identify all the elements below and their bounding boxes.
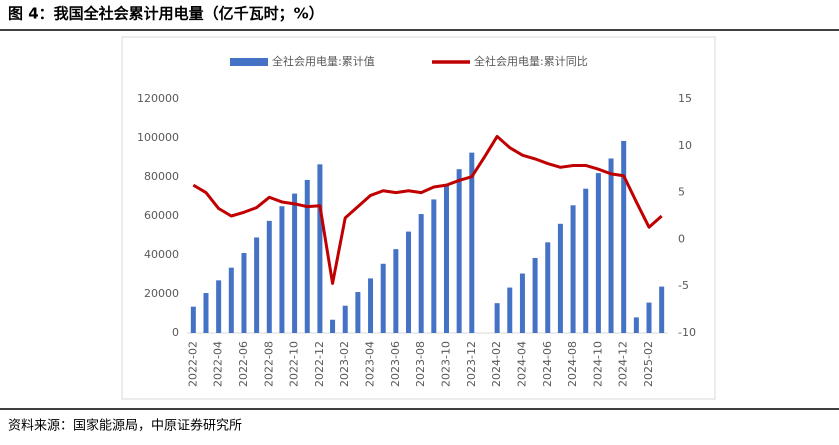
y2-tick-label: 10 bbox=[678, 139, 692, 152]
bar bbox=[330, 319, 336, 333]
bar bbox=[279, 206, 285, 333]
bar bbox=[443, 184, 449, 333]
x-tick-label: 2024-02 bbox=[490, 341, 503, 387]
y-tick-label: 40000 bbox=[144, 248, 179, 261]
bar bbox=[469, 152, 475, 333]
bar bbox=[494, 303, 500, 333]
bar bbox=[507, 287, 513, 333]
chart-title: 图 4：我国全社会累计用电量（亿千瓦时；%） bbox=[8, 5, 324, 23]
bar bbox=[406, 231, 412, 333]
x-tick-label: 2022-10 bbox=[288, 341, 301, 387]
bar bbox=[646, 302, 652, 333]
y-tick-label: 0 bbox=[172, 326, 179, 339]
y-tick-label: 60000 bbox=[144, 209, 179, 222]
bar bbox=[241, 253, 247, 333]
line bbox=[192, 134, 663, 285]
bar bbox=[545, 242, 551, 333]
bar bbox=[633, 317, 639, 333]
bar bbox=[380, 263, 386, 333]
y-tick-label: 100000 bbox=[137, 131, 179, 144]
bar bbox=[342, 305, 348, 333]
y-tick-label: 80000 bbox=[144, 170, 179, 183]
bar bbox=[393, 249, 399, 333]
bar bbox=[254, 237, 260, 333]
x-tick-label: 2023-02 bbox=[338, 341, 351, 387]
bar bbox=[203, 293, 209, 333]
x-tick-label: 2023-12 bbox=[465, 341, 478, 387]
bar bbox=[304, 179, 310, 333]
bar bbox=[228, 267, 234, 333]
bar bbox=[519, 273, 525, 333]
legend-label: 全社会用电量:累计同比 bbox=[474, 54, 588, 68]
bar bbox=[532, 257, 538, 333]
bar bbox=[431, 199, 437, 333]
x-tick-label: 2023-06 bbox=[389, 341, 402, 387]
x-tick-label: 2023-04 bbox=[364, 341, 377, 387]
bar bbox=[583, 188, 589, 333]
x-tick-label: 2023-10 bbox=[439, 341, 452, 387]
x-tick-label: 2025-02 bbox=[642, 341, 655, 387]
y2-tick-label: 5 bbox=[678, 186, 685, 199]
bar bbox=[355, 292, 361, 333]
y2-tick-label: 0 bbox=[678, 232, 685, 245]
x-tick-label: 2022-12 bbox=[313, 341, 326, 387]
x-tick-label: 2023-08 bbox=[414, 341, 427, 387]
bar bbox=[266, 220, 272, 333]
x-tick-label: 2024-06 bbox=[541, 341, 554, 387]
x-tick-label: 2022-04 bbox=[212, 341, 225, 387]
bar bbox=[621, 140, 627, 333]
x-tick-label: 2022-06 bbox=[237, 341, 250, 387]
bar bbox=[216, 280, 222, 333]
bar bbox=[190, 306, 196, 333]
legend-swatch bbox=[230, 58, 268, 66]
plot-frame bbox=[121, 36, 716, 400]
bar bbox=[456, 169, 462, 333]
bar bbox=[595, 173, 601, 333]
source: 资料来源：国家能源局，中原证券研究所 bbox=[8, 418, 242, 434]
y2-tick-label: 15 bbox=[678, 92, 692, 105]
y-tick-label: 20000 bbox=[144, 287, 179, 300]
bar bbox=[317, 164, 323, 333]
x-tick-label: 2022-02 bbox=[186, 341, 199, 387]
bar bbox=[659, 286, 665, 333]
x-tick-label: 2022-08 bbox=[262, 341, 275, 387]
bar bbox=[418, 214, 424, 333]
x-tick-label: 2024-08 bbox=[566, 341, 579, 387]
y-tick-label: 120000 bbox=[137, 92, 179, 105]
x-tick-label: 2024-10 bbox=[591, 341, 604, 387]
y2-tick-label: -5 bbox=[678, 279, 689, 292]
y2-tick-label: -10 bbox=[678, 326, 696, 339]
bar bbox=[292, 193, 298, 333]
x-tick-label: 2024-12 bbox=[617, 341, 630, 387]
x-tick-label: 2024-04 bbox=[515, 341, 528, 387]
bar bbox=[608, 158, 614, 333]
bar bbox=[557, 223, 563, 333]
bar bbox=[368, 278, 374, 333]
bar bbox=[570, 205, 576, 333]
legend-label: 全社会用电量:累计值 bbox=[272, 54, 375, 68]
